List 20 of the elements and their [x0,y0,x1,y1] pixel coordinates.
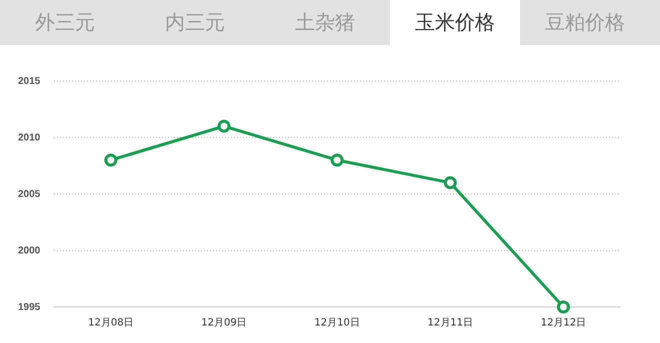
x-tick-label: 12月10日 [314,318,360,329]
y-tick-label: 2010 [18,132,41,144]
x-tick-label: 12月09日 [201,318,247,329]
y-tick-label: 2015 [18,76,41,87]
y-tick-label: 2005 [18,188,41,200]
point [330,154,344,167]
text: 玉米价格 [390,0,520,45]
x-tick-label: 12月12日 [540,318,586,329]
point [556,300,570,314]
point [444,176,457,190]
text: 豆粕价格 [544,9,626,36]
x-tick-label: 12月08日 [88,318,134,329]
point [104,154,118,167]
point [217,120,230,133]
y-tick-label: 2000 [18,245,41,256]
text: 外三元 [34,9,96,36]
y-tick-label: 1995 [18,302,41,313]
text: 土杂猪 [294,9,356,36]
text: 内三元 [164,9,226,36]
x-tick-label: 12月11日 [428,318,473,329]
